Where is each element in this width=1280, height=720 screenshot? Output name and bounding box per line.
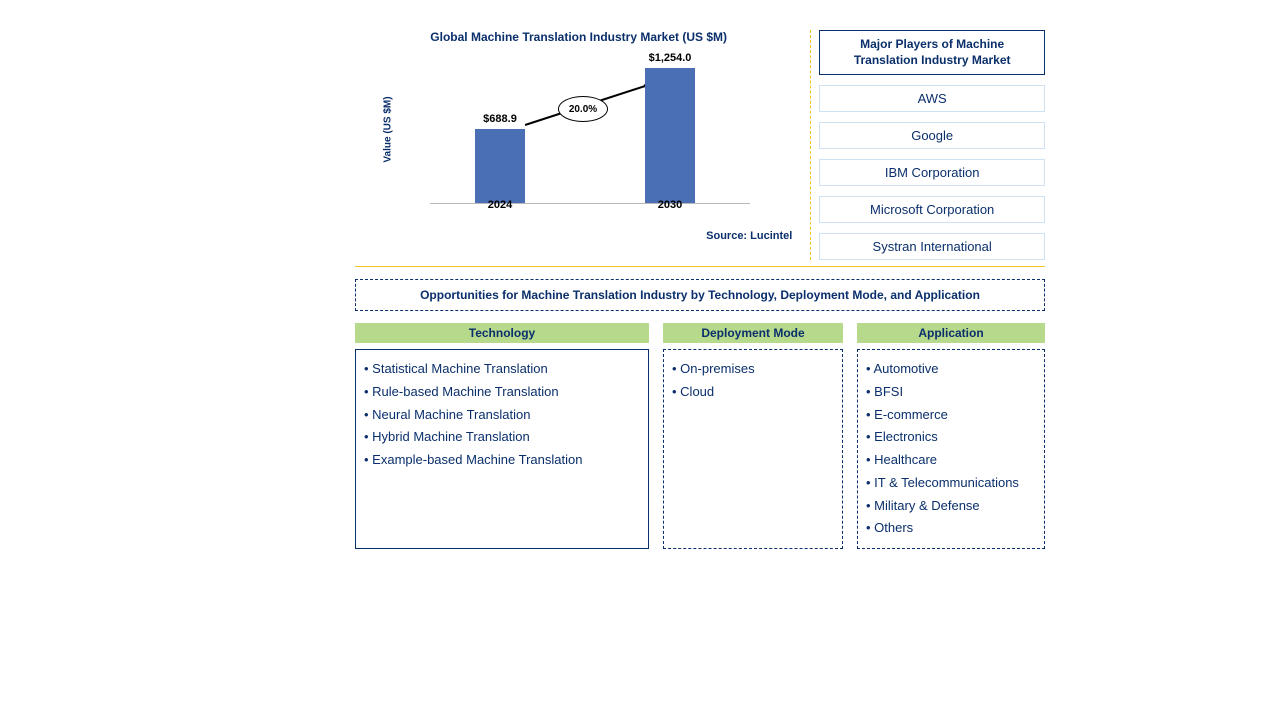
column-header: Application bbox=[857, 323, 1045, 343]
list-item: Statistical Machine Translation bbox=[364, 358, 640, 381]
infographic-container: Global Machine Translation Industry Mark… bbox=[355, 30, 1045, 549]
list-item: Hybrid Machine Translation bbox=[364, 426, 640, 449]
opportunities-columns: Technology Statistical Machine Translatio… bbox=[355, 323, 1045, 549]
bar-label-2030: $1,254.0 bbox=[630, 52, 710, 64]
column-header: Deployment Mode bbox=[663, 323, 843, 343]
bar-2024 bbox=[475, 129, 525, 203]
chart-panel: Global Machine Translation Industry Mark… bbox=[355, 30, 802, 260]
list-item: Cloud bbox=[672, 381, 834, 404]
cagr-label: 20.0% bbox=[569, 104, 597, 115]
player-item: Google bbox=[819, 122, 1045, 149]
x-tick-1: 2030 bbox=[630, 199, 710, 211]
players-panel: Major Players of Machine Translation Ind… bbox=[819, 30, 1045, 260]
vertical-separator bbox=[810, 30, 811, 260]
players-title: Major Players of Machine Translation Ind… bbox=[819, 30, 1045, 75]
y-axis-label-wrap: Value (US $M) bbox=[400, 54, 416, 204]
list-item: Example-based Machine Translation bbox=[364, 449, 640, 472]
player-item: AWS bbox=[819, 85, 1045, 112]
player-item: Microsoft Corporation bbox=[819, 196, 1045, 223]
list-item: Healthcare bbox=[866, 449, 1036, 472]
bar-2030 bbox=[645, 68, 695, 203]
column-body: Statistical Machine TranslationRule-base… bbox=[355, 349, 649, 549]
list-item: Military & Defense bbox=[866, 495, 1036, 518]
list-item: E-commerce bbox=[866, 404, 1036, 427]
top-row: Global Machine Translation Industry Mark… bbox=[355, 30, 1045, 260]
column-body: On-premisesCloud bbox=[663, 349, 843, 549]
list-item: Rule-based Machine Translation bbox=[364, 381, 640, 404]
opportunities-banner: Opportunities for Machine Translation In… bbox=[355, 279, 1045, 311]
list-item: Others bbox=[866, 517, 1036, 540]
player-item: Systran International bbox=[819, 233, 1045, 260]
cagr-ellipse: 20.0% bbox=[558, 96, 608, 122]
column-application: Application AutomotiveBFSIE-commerceElect… bbox=[857, 323, 1045, 549]
list-item: IT & Telecommunications bbox=[866, 472, 1036, 495]
player-item: IBM Corporation bbox=[819, 159, 1045, 186]
y-axis-label: Value (US $M) bbox=[383, 96, 394, 162]
chart-plot: 20.0% $688.9$1,254.0 bbox=[430, 64, 750, 204]
players-list: AWS Google IBM Corporation Microsoft Corpor… bbox=[819, 85, 1045, 260]
column-header: Technology bbox=[355, 323, 649, 343]
list-item: On-premises bbox=[672, 358, 834, 381]
column-technology: Technology Statistical Machine Translatio… bbox=[355, 323, 649, 549]
column-deployment-mode: Deployment Mode On-premisesCloud bbox=[663, 323, 843, 549]
chart-area: Value (US $M) 20.0% $688.9$1,254.0 2024 … bbox=[355, 54, 802, 224]
list-item: Neural Machine Translation bbox=[364, 404, 640, 427]
horizontal-separator bbox=[355, 266, 1045, 267]
column-body: AutomotiveBFSIE-commerceElectronicsHealt… bbox=[857, 349, 1045, 549]
list-item: Automotive bbox=[866, 358, 1036, 381]
x-tick-0: 2024 bbox=[460, 199, 540, 211]
chart-title: Global Machine Translation Industry Mark… bbox=[355, 30, 802, 44]
chart-source: Source: Lucintel bbox=[355, 230, 802, 242]
bar-label-2024: $688.9 bbox=[460, 113, 540, 125]
list-item: BFSI bbox=[866, 381, 1036, 404]
list-item: Electronics bbox=[866, 426, 1036, 449]
